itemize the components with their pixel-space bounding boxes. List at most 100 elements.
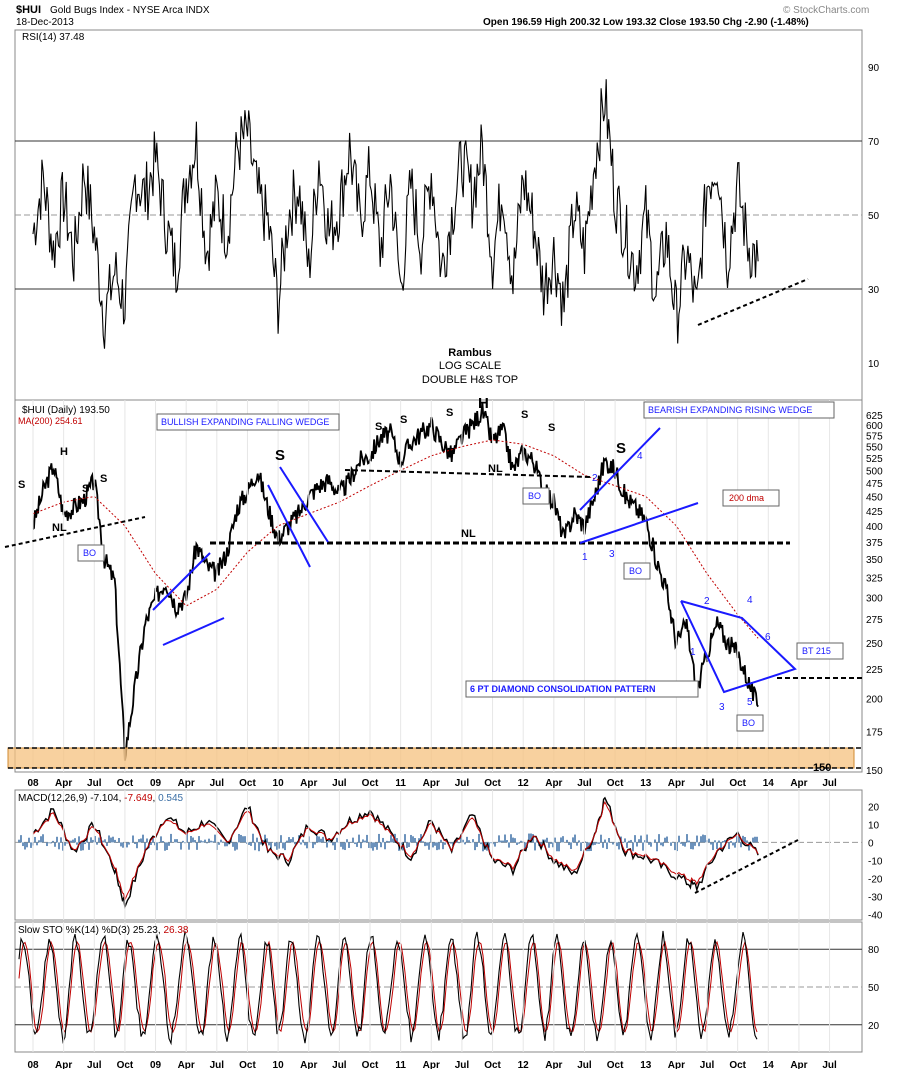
price-tick: 175 bbox=[866, 728, 883, 739]
x-tick-label: 14 bbox=[763, 778, 775, 789]
box-bo-2011-text: BO bbox=[528, 491, 541, 501]
x-tick-label: Jul bbox=[455, 1060, 470, 1069]
rsi-panel: 10 30 50 70 90 bbox=[15, 63, 880, 370]
box-bearish-wedge bbox=[643, 401, 835, 419]
x-tick-label: Apr bbox=[178, 778, 195, 789]
wedge-num-1: 1 bbox=[582, 552, 588, 563]
price-tick: 500 bbox=[866, 466, 883, 477]
x-tick-label: Apr bbox=[545, 778, 562, 789]
x-tick-label: 11 bbox=[395, 778, 406, 789]
x-tick-label: Jul bbox=[700, 1060, 715, 1069]
price-tick: 275 bbox=[866, 615, 883, 626]
header-name: Gold Bugs Index - NYSE Arca INDX bbox=[50, 5, 210, 16]
price-tick: 400 bbox=[866, 522, 883, 533]
box-200dma-text: 200 dma bbox=[729, 493, 764, 503]
x-tick-label: Oct bbox=[362, 778, 379, 789]
sto-label: Slow STO %K(14) %D(3) 25.23, 26.38 bbox=[18, 925, 189, 936]
rsi-line bbox=[32, 79, 759, 349]
x-tick-label: 10 bbox=[273, 1060, 285, 1069]
x-tick-label: Apr bbox=[545, 1060, 562, 1069]
stochastic-panel: 20 50 80 bbox=[15, 930, 880, 1046]
x-tick-label: 08 bbox=[27, 778, 39, 789]
price-tick: 575 bbox=[866, 432, 883, 443]
box-bearish-wedge-text: BEARISH EXPANDING RISING WEDGE bbox=[648, 405, 812, 415]
x-tick-label: Apr bbox=[178, 1060, 195, 1069]
x-tick-label: 13 bbox=[640, 1060, 652, 1069]
macd-tick: -20 bbox=[868, 874, 883, 885]
x-tick-label: Oct bbox=[484, 778, 501, 789]
x-tick-label: Jul bbox=[822, 778, 837, 789]
rsi-tick: 10 bbox=[868, 359, 880, 370]
macd-panel-frame bbox=[14, 789, 863, 921]
x-tick-label: Apr bbox=[55, 778, 72, 789]
macd-tick: -40 bbox=[868, 910, 883, 921]
x-tick-label: Apr bbox=[790, 778, 807, 789]
support-zone bbox=[7, 747, 855, 769]
price-tick: 150 bbox=[866, 766, 883, 777]
label-NL-2011: NL bbox=[488, 463, 503, 475]
box-bt215-text: BT 215 bbox=[802, 646, 831, 656]
x-tick-label: Jul bbox=[332, 1060, 347, 1069]
label-H-2008: H bbox=[60, 446, 68, 458]
header: $HUI Gold Bugs Index - NYSE Arca INDX 18… bbox=[16, 4, 869, 28]
x-tick-label: 13 bbox=[640, 778, 652, 789]
x-tick-label: Oct bbox=[117, 1060, 134, 1069]
x-tick-label: Apr bbox=[790, 1060, 807, 1069]
label-S-2012: S bbox=[548, 422, 555, 434]
falling-wedge-b bbox=[279, 466, 329, 543]
falling-wedge-a bbox=[267, 484, 311, 568]
x-tick-label: Oct bbox=[362, 1060, 379, 1069]
price-tick: 350 bbox=[866, 555, 883, 566]
title-line-1: Rambus bbox=[448, 347, 491, 359]
wedge-num-3: 3 bbox=[609, 549, 615, 560]
price-tick: 450 bbox=[866, 493, 883, 504]
label-S-2009: S bbox=[275, 447, 285, 464]
x-tick-label: 08 bbox=[27, 1060, 39, 1069]
x-tick-label: Jul bbox=[210, 778, 225, 789]
price-tick: 475 bbox=[866, 479, 883, 490]
x-tick-label: Oct bbox=[484, 1060, 501, 1069]
x-tick-label: Oct bbox=[239, 778, 256, 789]
macd-support-line bbox=[694, 839, 799, 894]
box-bt215 bbox=[796, 642, 844, 660]
price-tick: 300 bbox=[866, 593, 883, 604]
sto-tick: 50 bbox=[868, 983, 880, 994]
box-diamond bbox=[465, 680, 699, 698]
x-tick-label: Apr bbox=[423, 1060, 440, 1069]
label-S-2008-mid: S bbox=[82, 483, 89, 495]
label-S-2012b: S bbox=[616, 440, 626, 457]
x-tick-label: Jul bbox=[577, 1060, 592, 1069]
wedge-2009-upper bbox=[152, 552, 211, 611]
sto-k-line bbox=[18, 930, 758, 1046]
header-quote: Open 196.59 High 200.32 Low 193.32 Close… bbox=[483, 17, 809, 28]
diamond-num-4: 4 bbox=[747, 595, 753, 606]
price-tick: 550 bbox=[866, 443, 883, 454]
rsi-support-line bbox=[697, 278, 809, 326]
price-tick: 600 bbox=[866, 421, 883, 432]
x-tick-label: Jul bbox=[87, 778, 102, 789]
box-bo-2011 bbox=[522, 487, 550, 505]
macd-panel: -40 -30 -20 -10 0 10 20 bbox=[15, 796, 883, 921]
price-panel-frame bbox=[14, 399, 863, 773]
macd-label-signal: -7.649 bbox=[124, 793, 153, 804]
title-line-2: LOG SCALE bbox=[439, 360, 501, 372]
pattern-lines: 150 1 2 3 4 1 2 3 4 5 6 bbox=[4, 278, 862, 894]
x-tick-label: 09 bbox=[150, 778, 162, 789]
price-tick: 525 bbox=[866, 454, 883, 465]
ma-label: MA(200) 254.61 bbox=[18, 416, 83, 426]
x-tick-label: 12 bbox=[518, 778, 530, 789]
label-H-2011: H bbox=[478, 395, 489, 412]
macd-tick: 10 bbox=[868, 820, 880, 831]
macd-label-main: MACD(12,26,9) -7.104, bbox=[18, 793, 124, 804]
label-S-2010b: S bbox=[400, 414, 407, 426]
box-200dma bbox=[722, 489, 780, 507]
x-axis: 08 08 Apr Apr Jul Jul Oct Oct 09 09 Apr Apr Jul Jul Oc… bbox=[27, 400, 837, 1071]
label-S-2011a: S bbox=[446, 407, 453, 419]
macd-line bbox=[32, 796, 759, 910]
x-tick-label: Apr bbox=[300, 1060, 317, 1069]
price-tick: 325 bbox=[866, 574, 883, 585]
price-tick: 425 bbox=[866, 507, 883, 518]
x-tick-label: Apr bbox=[423, 778, 440, 789]
rsi-tick: 70 bbox=[868, 137, 880, 148]
